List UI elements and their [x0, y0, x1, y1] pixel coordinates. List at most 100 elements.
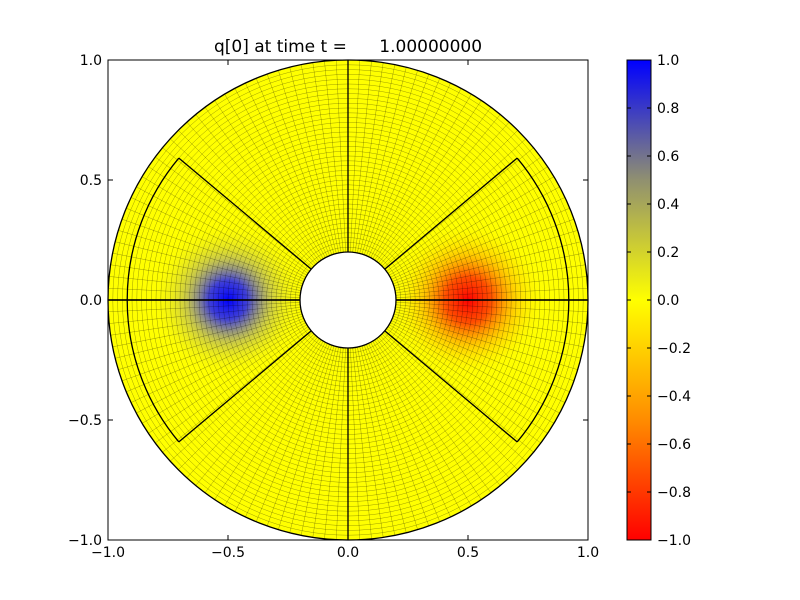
mesh-ray [162, 330, 312, 453]
x-axis: −1.0 −0.5 0.0 0.5 1.0 [91, 60, 599, 561]
mesh-ray [391, 197, 566, 280]
y-tick-label: 1.0 [80, 53, 102, 69]
mesh-ray [148, 166, 309, 274]
x-tick-label: −0.5 [211, 545, 245, 561]
mesh-ray [289, 346, 337, 533]
mesh-ray [110, 306, 301, 336]
mesh-ray [214, 339, 322, 500]
mesh-ray [395, 276, 587, 296]
mesh-ray [178, 130, 315, 267]
mesh-ray [350, 60, 360, 253]
chart-title: q[0] at time t = 1.00000000 [214, 37, 482, 57]
mesh-ray [386, 328, 541, 444]
mesh-ray [278, 70, 335, 255]
mesh-ray [126, 318, 304, 393]
colorbar-tick-label: 0.6 [657, 149, 679, 165]
mesh-ray [336, 60, 346, 253]
colorbar-tick-label: −0.6 [657, 437, 691, 453]
mesh-ray [245, 343, 328, 518]
colorbar-tick-label: −1.0 [657, 533, 691, 549]
mesh-ray [224, 94, 324, 259]
y-tick-label: 0.5 [80, 173, 102, 189]
mesh-ray [109, 304, 301, 324]
mesh-ray [350, 347, 360, 540]
mesh-ray [312, 347, 342, 538]
mesh-ray [148, 326, 309, 434]
mesh-ray [118, 230, 303, 287]
mesh-ray [394, 241, 581, 289]
mesh-ray [170, 332, 313, 462]
mesh-ray [155, 156, 310, 272]
colorbar-tick-label: 0.2 [657, 245, 679, 261]
mesh-ray [366, 344, 441, 522]
mesh-ray [195, 336, 318, 486]
mesh-ray [393, 313, 578, 370]
mesh-ray [392, 318, 570, 393]
mesh-ray [372, 94, 472, 259]
mesh-ray [234, 88, 326, 258]
mesh-ray [393, 230, 578, 287]
mesh-ray [178, 333, 315, 470]
mesh-ray [395, 302, 588, 312]
mesh-ray [395, 253, 584, 291]
mesh-ray [255, 344, 330, 522]
mesh-ray [387, 166, 548, 274]
mesh-ray [391, 320, 566, 403]
mesh-ray [381, 333, 518, 470]
colorbar-tick-label: −0.4 [657, 389, 691, 405]
mesh-ray [368, 343, 451, 518]
mesh-ray [364, 73, 430, 255]
mesh-ray [395, 309, 584, 347]
colorbar-ticks: 1.0 0.8 0.6 0.4 0.2 0.0 −0.2 −0.4 −0.6 −0.8 −1.0 [627, 53, 691, 549]
mesh-ray [224, 341, 324, 506]
mesh-ray [383, 332, 526, 462]
y-tick-label: −1.0 [68, 533, 102, 549]
mesh-ray [255, 78, 330, 256]
mesh-ray [380, 122, 510, 265]
mesh-ray [301, 64, 339, 253]
colorbar-tick-label: 0.8 [657, 101, 679, 117]
mesh-ray [384, 330, 534, 453]
mesh-ray [289, 67, 337, 254]
mesh-ray [324, 347, 344, 539]
mesh-ray [110, 264, 301, 294]
patch-ray [384, 330, 518, 443]
mesh-ray [354, 62, 384, 253]
mesh-ray [394, 311, 581, 359]
mesh-ray [324, 61, 344, 253]
mesh-ray [370, 88, 462, 258]
y-tick-label: −0.5 [68, 413, 102, 429]
mesh-ray [359, 346, 407, 533]
mesh-ray [392, 207, 570, 282]
mesh-ray [359, 67, 407, 254]
mesh-ray [374, 339, 482, 500]
mesh-ray [266, 345, 332, 527]
mesh-ray [376, 338, 492, 493]
mesh-ray [136, 186, 306, 278]
mesh-ray [386, 156, 541, 272]
mesh-ray [170, 138, 313, 268]
mesh-ray [387, 326, 548, 434]
x-tick-label: 0.5 [457, 545, 479, 561]
mesh-ray [393, 316, 575, 382]
mesh-ray [389, 324, 554, 424]
mesh-ray [378, 336, 501, 486]
mesh-ray [390, 322, 560, 414]
mesh-ray [395, 304, 587, 324]
mesh-ray [121, 218, 303, 284]
y-tick-label: 0.0 [80, 293, 102, 309]
mesh-ray [142, 324, 307, 424]
mesh-ray [112, 253, 301, 291]
mesh-ray [118, 313, 303, 370]
mesh-ray [136, 322, 306, 414]
mesh-ray [112, 309, 301, 347]
mesh-ray [195, 114, 318, 264]
mesh-ray [186, 122, 316, 265]
mesh-ray [130, 197, 305, 280]
colorbar-tick-label: 0.0 [657, 293, 679, 309]
patch-ray [178, 330, 312, 443]
mesh-ray [301, 347, 339, 536]
mesh-ray [108, 288, 301, 298]
mesh-ray [234, 342, 326, 512]
colorbar-tick-label: −0.2 [657, 341, 691, 357]
